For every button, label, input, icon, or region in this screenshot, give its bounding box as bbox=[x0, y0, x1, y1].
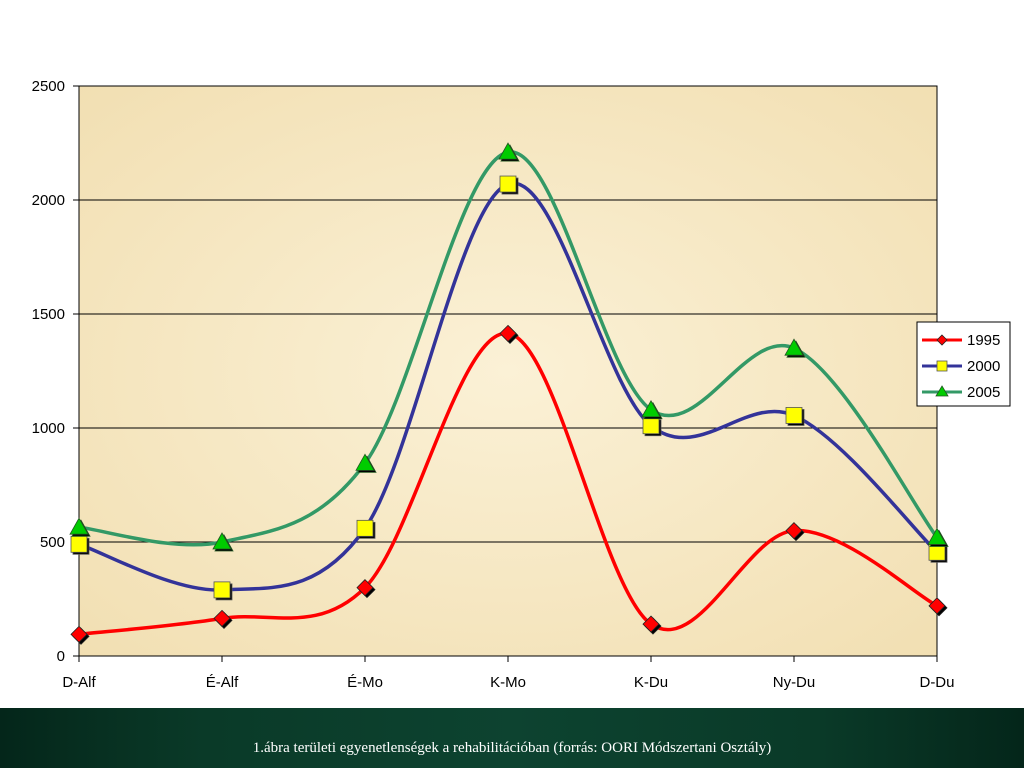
data-point-1995 bbox=[642, 615, 660, 633]
y-tick-label: 500 bbox=[40, 534, 65, 551]
data-point-1995 bbox=[213, 609, 231, 627]
y-tick-label: 1500 bbox=[32, 306, 65, 323]
data-point-2000 bbox=[642, 417, 660, 435]
data-point-2000 bbox=[70, 535, 88, 553]
series-line-1995 bbox=[78, 331, 938, 637]
axes: 0 500 1000 1500 2000 2500 D-Alf É-Alf É-Mo K-Mo K-… bbox=[32, 78, 955, 691]
legend-marker-1995 bbox=[936, 334, 948, 346]
x-tick-label: D-Du bbox=[919, 674, 954, 691]
data-point-2005 bbox=[212, 532, 232, 550]
x-tick-label: É-Mo bbox=[347, 674, 383, 691]
data-point-2005 bbox=[784, 338, 804, 356]
legend-label-1995: 1995 bbox=[967, 332, 1000, 349]
x-tick-label: D-Alf bbox=[62, 674, 96, 691]
y-tick-label: 2000 bbox=[32, 192, 65, 209]
legend-marker-2000 bbox=[936, 360, 948, 372]
legend-marker-2005 bbox=[935, 385, 949, 397]
data-point-1995 bbox=[70, 625, 88, 643]
data-point-2005 bbox=[927, 527, 947, 545]
y-tick-label: 1000 bbox=[32, 420, 65, 437]
data-point-2005 bbox=[498, 142, 518, 160]
plot-area bbox=[78, 85, 938, 657]
data-point-1995 bbox=[785, 522, 803, 540]
data-point-2005 bbox=[355, 453, 375, 471]
y-tick-label: 2500 bbox=[32, 78, 65, 95]
data-point-2000 bbox=[356, 519, 374, 537]
footer-bar bbox=[0, 708, 1024, 768]
grid-lines bbox=[79, 85, 937, 543]
legend-label-2005: 2005 bbox=[967, 384, 1000, 401]
x-tick-label: K-Du bbox=[634, 674, 668, 691]
data-markers bbox=[69, 142, 949, 645]
data-point-2005 bbox=[69, 517, 89, 535]
data-point-2000 bbox=[785, 407, 803, 424]
chart: 0 500 1000 1500 2000 2500 D-Alf É-Alf É-Mo K-Mo K-… bbox=[32, 78, 1011, 691]
figure-caption: 1.ábra területi egyenetlenségek a rehabi… bbox=[252, 740, 772, 756]
data-point-2000 bbox=[213, 581, 231, 599]
x-tick-label: É-Alf bbox=[206, 674, 239, 691]
data-point-1995 bbox=[499, 324, 517, 342]
data-point-2000 bbox=[499, 175, 517, 193]
x-tick-label: Ny-Du bbox=[773, 674, 816, 691]
data-point-1995 bbox=[356, 579, 374, 597]
legend-label-2000: 2000 bbox=[967, 358, 1000, 375]
data-point-1995 bbox=[928, 597, 946, 615]
legend: 1995 2000 2005 bbox=[916, 321, 1011, 407]
y-tick-label: 0 bbox=[57, 648, 65, 665]
data-point-2005 bbox=[641, 399, 661, 418]
x-tick-label: K-Mo bbox=[490, 674, 526, 691]
